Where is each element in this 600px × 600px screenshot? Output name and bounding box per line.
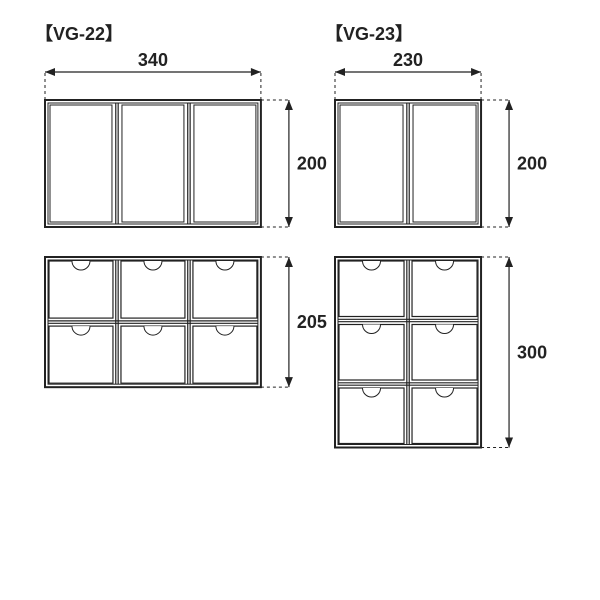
drawer-notch (363, 261, 381, 270)
product-title: 【VG-23】 (325, 24, 413, 44)
drawer-notch (72, 326, 90, 335)
dim-arrowhead (251, 68, 261, 76)
dim-arrowhead (471, 68, 481, 76)
dim-arrowhead (285, 217, 293, 227)
vg23-front (335, 257, 481, 448)
drawer-notch (363, 388, 381, 397)
drawer-notch (216, 326, 234, 335)
drawer-notch (363, 325, 381, 334)
vg23-top (335, 100, 481, 227)
technical-drawing: 【VG-22】 340 200 205 【VG-23】 230 200 300 (0, 0, 600, 600)
dim-arrowhead (505, 257, 513, 267)
outer-frame (45, 100, 261, 227)
dim-value: 300 (517, 342, 547, 362)
outer-frame-inset (338, 103, 478, 224)
dim-value: 200 (297, 154, 327, 174)
outer-frame-inset (48, 103, 258, 224)
dim-value: 205 (297, 312, 327, 332)
dim-arrowhead (285, 377, 293, 387)
drawer-notch (216, 261, 234, 270)
outer-frame (335, 100, 481, 227)
dim-arrowhead (285, 257, 293, 267)
vg22-front (45, 257, 261, 387)
dim-arrowhead (505, 217, 513, 227)
compartment-inset (122, 105, 184, 222)
compartment-inset (340, 105, 403, 222)
dim-arrowhead (505, 438, 513, 448)
drawer-notch (436, 261, 454, 270)
drawer-notch (436, 388, 454, 397)
outer-frame (335, 257, 481, 448)
dim-arrowhead (335, 68, 345, 76)
dim-arrowhead (505, 100, 513, 110)
drawer-notch (436, 325, 454, 334)
vg22-top (45, 100, 261, 227)
product-title: 【VG-22】 (35, 24, 123, 44)
dim-value: 200 (517, 154, 547, 174)
outer-frame (45, 257, 261, 387)
compartment-inset (50, 105, 112, 222)
dim-value: 340 (138, 50, 168, 70)
dim-value: 230 (393, 50, 423, 70)
drawer-notch (72, 261, 90, 270)
compartment-inset (194, 105, 256, 222)
drawer-notch (144, 326, 162, 335)
dim-arrowhead (285, 100, 293, 110)
drawer-notch (144, 261, 162, 270)
dim-arrowhead (45, 68, 55, 76)
outer-frame-inset (338, 260, 478, 445)
outer-frame-inset (48, 260, 258, 384)
compartment-inset (413, 105, 476, 222)
